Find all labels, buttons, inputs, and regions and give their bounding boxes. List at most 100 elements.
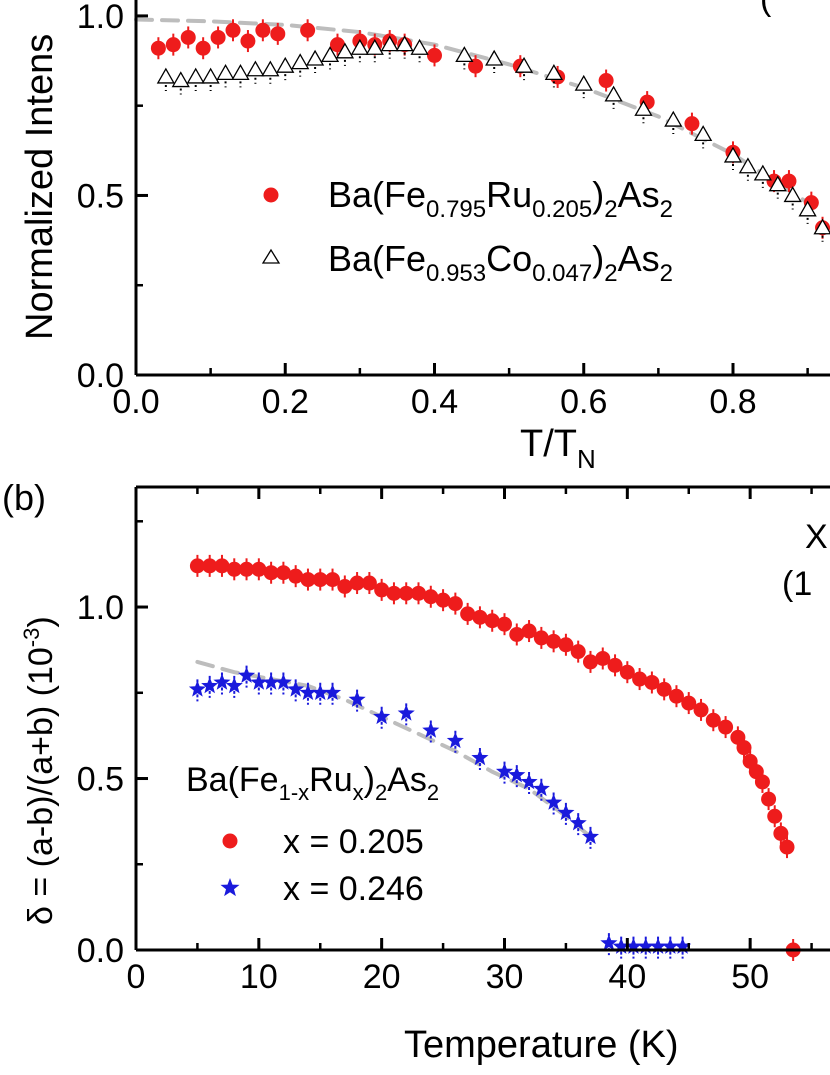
panel-b-point-0: [312, 572, 328, 588]
panel-b-point-0: [779, 839, 795, 855]
panel-a-x-axis-label: T/TN: [520, 423, 596, 474]
panel-b-point-0: [288, 568, 304, 584]
panel-a-point-0: [240, 33, 256, 49]
panel-b-point-1: [287, 680, 305, 697]
panel-b-point-0: [509, 626, 525, 642]
panel-a-point-1: [485, 49, 504, 66]
panel-a-y-tick-label: 0.0: [77, 357, 124, 395]
panel-b-x-axis-label: Temperature (K): [404, 1024, 679, 1066]
panel-b-point-0: [754, 774, 770, 790]
panel-b-point-0: [349, 575, 365, 591]
panel-b-point-2: [612, 937, 630, 954]
panel-a-point-1: [544, 64, 564, 81]
panel-b-point-1: [422, 721, 440, 738]
panel-a-point-0: [468, 58, 484, 74]
panel-a-point-1: [574, 74, 593, 91]
panel-b-point-0: [361, 575, 377, 591]
panel-a-point-0: [781, 173, 797, 189]
panel-b-point-0: [705, 712, 721, 728]
panel-a-y-axis-label: Normalized Intens: [19, 34, 61, 340]
panel-b-y-axis-label: δ = (a-b)/(a+b) (10-3): [19, 616, 60, 925]
panel-b-x-tick-label: 0: [127, 958, 146, 996]
panel-b-point-2: [674, 937, 692, 954]
panel-a-fit-line: [134, 17, 810, 205]
panel-b-point-0: [632, 671, 648, 687]
panel-b-point-1: [532, 779, 550, 797]
panel-a-point-1: [246, 60, 265, 77]
panel-b-plot-area: [188, 554, 801, 961]
panel-b-point-0: [521, 623, 537, 639]
panel-a-point-0: [426, 47, 442, 63]
panel-b-y-tick-label: 0.5: [77, 761, 124, 799]
legend-co-label: Ba(Fe0.953Co0.047)2As2: [328, 238, 673, 287]
panel-b-point-0: [435, 592, 451, 608]
panel-a-point-0: [270, 26, 286, 42]
panel-a-axes: 0.0 0.2 0.4 0.6 0.8 0.0 0.5 1.0: [77, 0, 830, 421]
panel-a-x-tick-label: 0.2: [262, 383, 309, 421]
legend-x2-marker: [220, 878, 240, 897]
panel-a-point-1: [738, 157, 758, 174]
panel-b-point-1: [545, 793, 563, 810]
panel-a: 0.0 0.2 0.4 0.6 0.8 0.0 0.5 1.0 ( Normalized In…: [19, 0, 830, 474]
panel-b-point-0: [767, 808, 783, 824]
panel-b-fit-line: [195, 659, 593, 839]
panel-b-axes: 0 10 20 30 40 50 0.0 0.5 1.0: [77, 485, 830, 996]
panel-a-point-1: [380, 35, 399, 52]
panel-a-point-1: [455, 46, 474, 63]
panel-b-legend: Ba(Fe1-xRux)2As2 x = 0.205 x = 0.246: [186, 761, 439, 908]
panel-b-point-0: [681, 695, 697, 711]
panel-a-point-1: [664, 110, 683, 127]
panel-a-point-0: [165, 37, 181, 53]
panel-b-point-1: [250, 673, 268, 690]
panel-b-label: (b): [2, 477, 46, 518]
panel-a-point-1: [723, 146, 743, 163]
panel-a-point-1: [634, 99, 653, 116]
panel-b-point-1: [446, 731, 464, 749]
panel-b-point-1: [348, 690, 366, 707]
panel-b-point-0: [226, 561, 242, 577]
panel-b-point-1: [311, 683, 329, 701]
panel-a-corner-text: (: [760, 0, 772, 18]
panel-b-point-1: [471, 748, 489, 766]
panel-b-point-1: [262, 673, 280, 690]
panel-a-point-1: [231, 64, 250, 81]
panel-b-point-1: [557, 803, 575, 821]
panel-a-plot-area: [134, 17, 830, 242]
legend-x1-marker: [222, 833, 238, 849]
panel-b-point-0: [558, 637, 574, 653]
panel-b-point-0: [423, 589, 439, 605]
panel-a-point-1: [768, 175, 787, 192]
panel-a-point-1: [171, 71, 190, 88]
panel-a-point-0: [255, 22, 271, 38]
panel-b-x-tick-label: 20: [363, 958, 401, 996]
panel-b-point-0: [484, 613, 500, 629]
panel-b-point-0: [374, 582, 390, 598]
panel-b-point-1: [188, 680, 206, 697]
panel-b-point-1: [225, 676, 243, 694]
panel-a-point-1: [798, 200, 817, 217]
panel-b-point-1: [495, 762, 514, 779]
panel-b-point-0: [619, 664, 635, 680]
panel-b-point-1: [569, 814, 587, 831]
panel-b-x-tick-label: 30: [486, 958, 524, 996]
panel-a-point-1: [694, 125, 713, 142]
panel-a-point-1: [201, 67, 220, 84]
panel-b-point-0: [386, 585, 402, 601]
panel-b-point-0: [239, 561, 255, 577]
panel-b-point-0: [251, 561, 267, 577]
panel-b-point-0: [656, 681, 672, 697]
panel-a-x-tick-label: 0.8: [709, 383, 756, 421]
panel-a-x-tick-label: 0.4: [411, 383, 458, 421]
legend-ru-marker: [263, 187, 279, 203]
panel-a-point-1: [291, 53, 310, 70]
panel-b-point-1: [201, 676, 219, 694]
panel-a-point-1: [783, 186, 802, 203]
panel-b-point-0: [718, 719, 734, 735]
panel-b-point-0: [582, 654, 598, 670]
panel-b-point-0: [300, 572, 316, 588]
panel-b-corner-text-2: (1: [782, 565, 812, 603]
panel-b-x-tick-label: 10: [240, 958, 278, 996]
panel-a-point-1: [335, 42, 355, 59]
panel-b-point-0: [644, 674, 660, 690]
